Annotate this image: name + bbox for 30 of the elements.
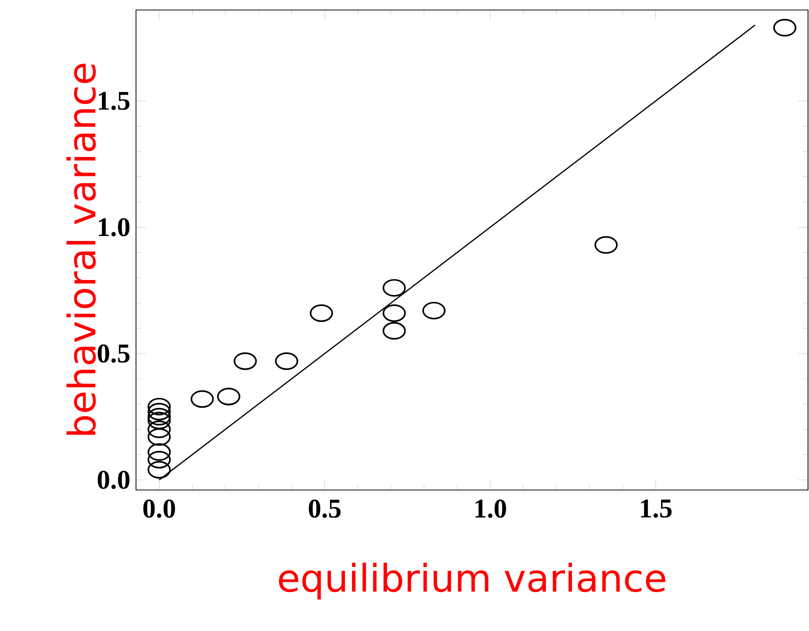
x-axis-title: equilibrium variance [278, 562, 666, 600]
point [148, 460, 171, 479]
y-tick-label: 0.0 [98, 470, 130, 490]
x-tick-label: 0.0 [143, 500, 176, 518]
x-tick-label: 1.0 [475, 500, 506, 518]
x-tick-label: 0.5 [308, 500, 341, 518]
point [148, 443, 171, 461]
point [148, 412, 171, 430]
y-tick-label: 1.5 [98, 92, 130, 110]
x-tick-label: 1.5 [641, 500, 672, 518]
point [148, 402, 171, 420]
point [275, 352, 298, 370]
point [310, 304, 333, 322]
y-axis-title: behavioral variance [66, 64, 96, 435]
point [148, 398, 171, 416]
point [148, 420, 171, 438]
point [148, 428, 171, 446]
point [148, 408, 171, 426]
point [148, 450, 171, 468]
y-tick-label: 1.0 [98, 218, 130, 236]
point [382, 279, 406, 297]
point [382, 304, 406, 322]
point [217, 388, 240, 406]
point [594, 236, 618, 254]
point [422, 302, 446, 320]
point [773, 18, 796, 36]
point [382, 322, 406, 340]
point [190, 390, 214, 408]
y-tick-label: 0.5 [98, 344, 130, 363]
point [234, 352, 257, 370]
